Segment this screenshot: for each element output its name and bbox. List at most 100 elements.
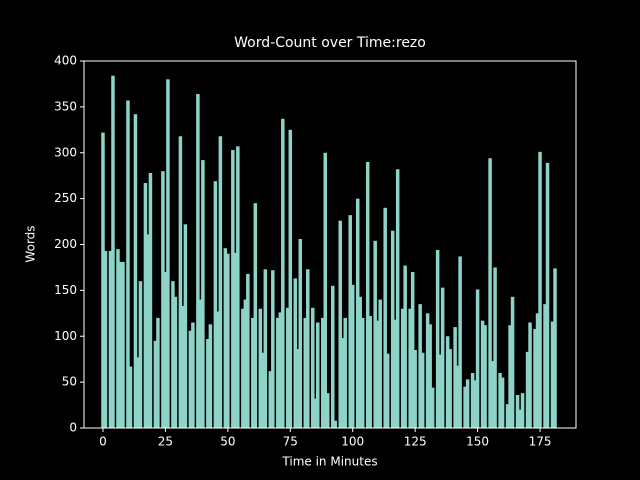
- bar: [515, 394, 520, 428]
- x-tick-label: 150: [466, 435, 489, 449]
- bar: [338, 220, 342, 428]
- bar: [410, 272, 415, 428]
- y-tick-label: 200: [54, 237, 77, 251]
- bar: [321, 317, 325, 428]
- bar: [171, 281, 175, 428]
- bar: [181, 305, 185, 428]
- bar: [525, 351, 530, 428]
- bar: [163, 272, 168, 428]
- bar: [528, 322, 532, 428]
- bar: [420, 352, 425, 428]
- bar: [430, 387, 435, 428]
- bar: [316, 322, 320, 428]
- bar: [143, 183, 148, 428]
- bar: [191, 322, 195, 428]
- bar: [313, 398, 318, 428]
- bar: [243, 299, 248, 428]
- bar: [518, 409, 522, 428]
- bar: [166, 79, 170, 428]
- bar: [408, 308, 412, 428]
- bar: [188, 330, 193, 428]
- bar: [448, 349, 452, 428]
- x-tick-label: 125: [404, 435, 427, 449]
- x-tick-label: 100: [341, 435, 364, 449]
- bar: [378, 299, 382, 428]
- bar: [465, 379, 470, 428]
- bar: [383, 207, 387, 428]
- bar: [253, 203, 258, 428]
- bar: [216, 311, 220, 428]
- bar: [365, 161, 370, 429]
- bar: [161, 171, 165, 428]
- bar: [455, 365, 460, 428]
- bar: [393, 319, 397, 428]
- bar: [355, 198, 360, 428]
- bar: [233, 252, 238, 428]
- bar: [390, 230, 395, 428]
- bar: [480, 320, 485, 428]
- bar: [395, 169, 400, 428]
- y-tick-label: 150: [54, 283, 77, 297]
- bar: [373, 240, 377, 428]
- bar: [498, 372, 502, 428]
- bar: [340, 338, 345, 428]
- bar: [288, 129, 293, 428]
- bar: [493, 267, 497, 428]
- bar: [276, 317, 280, 428]
- bar: [490, 361, 495, 428]
- bar: [463, 386, 467, 428]
- x-tick-label: 175: [529, 435, 552, 449]
- bar: [246, 273, 250, 428]
- bar: [268, 371, 273, 428]
- x-tick-label: 0: [99, 435, 107, 449]
- bar: [348, 215, 352, 428]
- bar: [350, 284, 355, 428]
- bar: [278, 312, 283, 428]
- bar: [538, 151, 542, 428]
- bar: [425, 313, 430, 428]
- bar: [296, 349, 300, 428]
- bar: [293, 278, 298, 428]
- bar: [453, 327, 457, 428]
- bar: [418, 304, 422, 428]
- bar: [271, 270, 275, 428]
- bar: [385, 353, 390, 428]
- bar: [286, 307, 290, 428]
- bar: [138, 281, 143, 428]
- bar: [535, 313, 540, 428]
- bar: [488, 158, 492, 428]
- y-axis-label: Words: [24, 225, 38, 262]
- bar: [126, 100, 130, 428]
- bar: [510, 296, 515, 428]
- bar: [440, 287, 445, 428]
- bar: [198, 299, 203, 428]
- bar: [306, 269, 310, 428]
- bar: [183, 224, 188, 428]
- bar: [108, 250, 113, 428]
- bar: [153, 340, 158, 428]
- bar: [533, 328, 537, 428]
- bar: [550, 321, 555, 428]
- bar: [281, 118, 285, 429]
- bar: [236, 146, 240, 428]
- y-tick-label: 400: [54, 54, 77, 68]
- bar: [298, 238, 303, 428]
- bar: [226, 253, 230, 428]
- bar: [520, 393, 525, 428]
- bar: [360, 317, 365, 428]
- bar: [146, 234, 150, 428]
- bar: [213, 181, 218, 428]
- bar: [241, 308, 245, 428]
- chart-title: Word-Count over Time:rezo: [234, 35, 426, 51]
- bar: [343, 317, 347, 428]
- bar: [103, 250, 108, 428]
- bar: [261, 352, 265, 428]
- bar: [251, 317, 255, 428]
- bar: [438, 354, 442, 428]
- bar: [326, 393, 330, 428]
- bar: [553, 268, 557, 428]
- bar: [505, 404, 510, 428]
- bar: [458, 256, 462, 428]
- bar: [545, 162, 550, 428]
